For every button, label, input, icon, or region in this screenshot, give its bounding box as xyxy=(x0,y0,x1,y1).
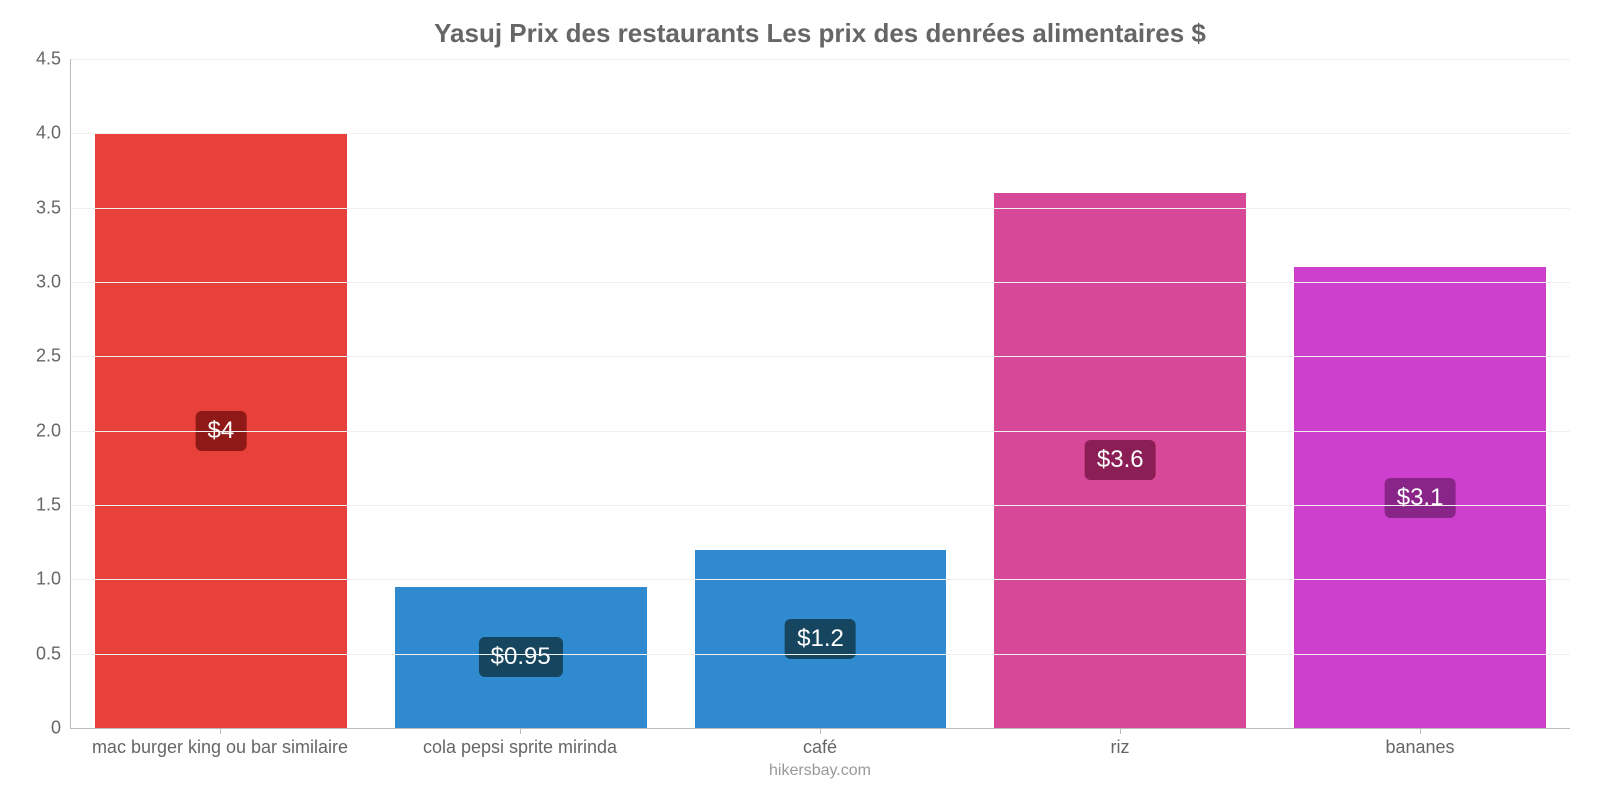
gridline xyxy=(71,208,1570,209)
bar-slot: $0.95 xyxy=(371,59,671,728)
gridline xyxy=(71,356,1570,357)
gridline xyxy=(71,579,1570,580)
x-axis: mac burger king ou bar similairecola pep… xyxy=(70,729,1570,758)
gridline xyxy=(71,59,1570,60)
ytick-label: 3.5 xyxy=(36,197,71,218)
xtick-label: mac burger king ou bar similaire xyxy=(70,729,370,758)
xtick-label: cola pepsi sprite mirinda xyxy=(370,729,670,758)
ytick-label: 0 xyxy=(51,718,71,739)
ytick-label: 2.0 xyxy=(36,420,71,441)
gridline xyxy=(71,654,1570,655)
bar: $1.2 xyxy=(695,550,947,728)
ytick-label: 4.5 xyxy=(36,49,71,70)
gridline xyxy=(71,505,1570,506)
gridline xyxy=(71,133,1570,134)
xtick-label: café xyxy=(670,729,970,758)
xtick-label: bananes xyxy=(1270,729,1570,758)
bar-slot: $3.6 xyxy=(970,59,1270,728)
bar-slot: $3.1 xyxy=(1270,59,1570,728)
gridline xyxy=(71,282,1570,283)
gridline xyxy=(71,431,1570,432)
bar: $3.1 xyxy=(1294,267,1546,728)
ytick-label: 4.0 xyxy=(36,123,71,144)
bar: $0.95 xyxy=(395,587,647,728)
attribution-text: hikersbay.com xyxy=(70,758,1570,780)
bar-value-label: $3.1 xyxy=(1385,478,1456,518)
ytick-label: 2.5 xyxy=(36,346,71,367)
price-bar-chart: Yasuj Prix des restaurants Les prix des … xyxy=(0,0,1600,800)
xtick-label: riz xyxy=(970,729,1270,758)
ytick-label: 1.5 xyxy=(36,495,71,516)
ytick-label: 3.0 xyxy=(36,272,71,293)
bar: $3.6 xyxy=(994,193,1246,728)
bar-value-label: $0.95 xyxy=(479,637,563,677)
bar-slot: $4 xyxy=(71,59,371,728)
bars-container: $4 $0.95 $1.2 $3.6 $3.1 xyxy=(71,59,1570,728)
chart-title: Yasuj Prix des restaurants Les prix des … xyxy=(70,10,1570,59)
bar-slot: $1.2 xyxy=(671,59,971,728)
bar-value-label: $3.6 xyxy=(1085,440,1156,480)
ytick-label: 0.5 xyxy=(36,643,71,664)
plot-area: $4$0.95$1.2$3.6$3.1 00.51.01.52.02.53.03… xyxy=(70,59,1570,729)
ytick-label: 1.0 xyxy=(36,569,71,590)
